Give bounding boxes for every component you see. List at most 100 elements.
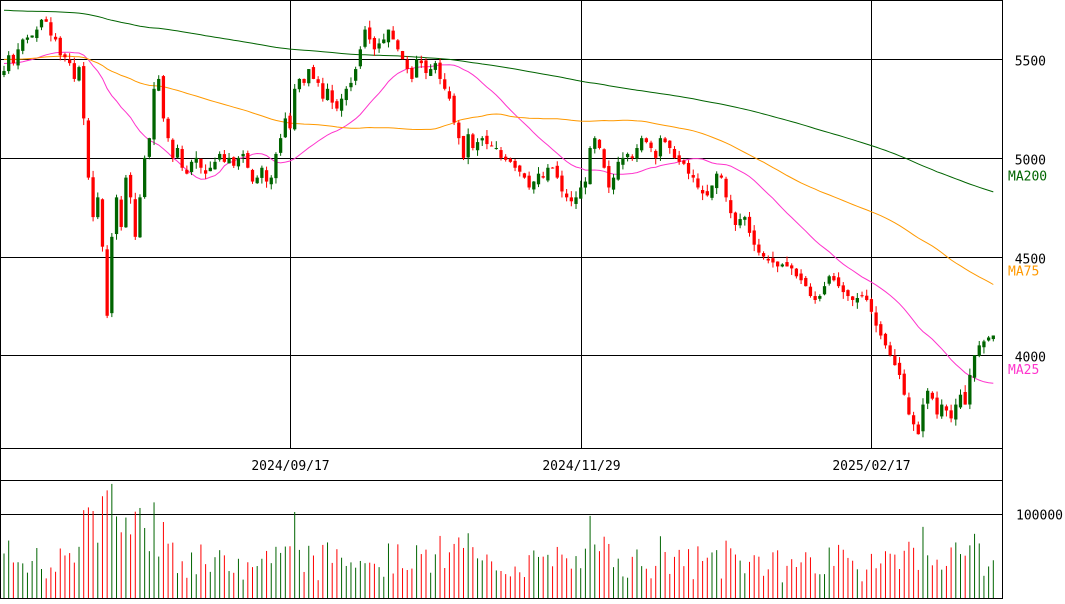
candle-body — [682, 160, 686, 164]
candle-body — [593, 138, 597, 149]
volume-tick-label: 100000 — [1016, 509, 1063, 524]
ma-label-ma25: MA25 — [1008, 363, 1039, 378]
candle-body — [105, 249, 109, 316]
candle-body — [499, 150, 503, 158]
candle-body — [429, 69, 433, 76]
candle-body — [911, 415, 916, 425]
volume-bars — [3, 483, 994, 598]
candle-body — [658, 138, 663, 157]
candle-body — [30, 35, 34, 38]
candle-body — [691, 175, 695, 178]
candle-body — [696, 178, 700, 188]
candle-body — [846, 290, 850, 297]
candle-body — [940, 404, 944, 417]
candle-body — [869, 299, 874, 312]
candle-body — [883, 333, 888, 346]
candle-body — [114, 197, 119, 235]
candle-body — [175, 148, 180, 158]
candle-body — [189, 161, 194, 173]
candle-body — [541, 176, 545, 178]
moving-average-lines — [3, 9, 994, 384]
candle-body — [232, 157, 236, 166]
candle-body — [363, 29, 367, 47]
candle-body — [546, 167, 550, 181]
candle-body — [11, 54, 16, 64]
candle-body — [63, 54, 67, 58]
candle-body — [143, 157, 147, 198]
candle-body — [963, 391, 967, 405]
candle-body — [743, 217, 747, 220]
candle-body — [391, 30, 395, 40]
candle-body — [794, 268, 799, 277]
candle-body — [888, 345, 892, 356]
candle-body — [25, 37, 30, 40]
candle-body — [865, 295, 869, 300]
price-tick-label: 5500 — [1015, 55, 1046, 70]
candle-body — [527, 175, 531, 188]
candle-body — [194, 157, 198, 163]
candle-body — [611, 177, 616, 190]
ma-label-ma75: MA75 — [1008, 264, 1039, 279]
candle-body — [236, 157, 241, 167]
candle-body — [480, 138, 484, 141]
candle-body — [283, 118, 287, 138]
candle-body — [86, 120, 91, 178]
candle-body — [649, 142, 653, 149]
candle-body — [72, 63, 76, 79]
candle-body — [180, 149, 184, 168]
ma-label-ma200: MA200 — [1008, 170, 1047, 185]
candle-body — [264, 170, 269, 182]
candle-body — [39, 19, 44, 28]
candle-body — [668, 140, 672, 149]
candle-body — [747, 216, 752, 233]
candle-body — [935, 397, 939, 415]
candle-body — [447, 91, 452, 99]
candle-body — [255, 177, 259, 184]
candle-body — [199, 158, 203, 168]
candlesticks — [2, 16, 995, 438]
candle-body — [485, 135, 489, 145]
candle-body — [100, 199, 105, 247]
volume-panel-frame — [0, 480, 1003, 599]
candle-body — [227, 157, 231, 164]
candle-body — [68, 59, 72, 64]
candle-body — [222, 154, 227, 162]
candle-body — [368, 27, 372, 40]
candle-body — [513, 160, 517, 168]
candle-body — [799, 273, 803, 281]
candle-body — [49, 22, 53, 36]
candle-body — [161, 76, 166, 119]
candle-body — [916, 424, 920, 435]
candle-body — [203, 170, 208, 174]
candle-body — [630, 156, 634, 158]
candle-body — [635, 148, 639, 159]
candle-body — [926, 390, 930, 404]
candle-body — [246, 153, 250, 168]
candle-body — [330, 90, 334, 103]
candle-body — [124, 177, 128, 228]
candle-body — [724, 178, 728, 198]
candle-body — [733, 212, 738, 225]
candle-body — [128, 174, 133, 198]
candle-body — [452, 95, 456, 123]
candle-body — [700, 189, 705, 194]
candle-body — [339, 98, 344, 111]
candle-body — [827, 276, 831, 284]
date-tick-label: 2024/11/29 — [542, 459, 620, 474]
candle-body — [818, 296, 822, 299]
candle-body — [471, 134, 475, 149]
candle-body — [921, 404, 925, 432]
candle-body — [293, 88, 297, 130]
candle-body — [171, 139, 175, 158]
candle-body — [705, 191, 709, 196]
candle-body — [897, 362, 902, 375]
candle-body — [625, 153, 630, 158]
candle-body — [147, 138, 151, 157]
candle-body — [616, 161, 620, 180]
candle-body — [91, 177, 95, 218]
candle-body — [44, 19, 48, 22]
candle-body — [972, 355, 977, 378]
candle-body — [307, 69, 311, 84]
candle-body — [58, 37, 62, 56]
